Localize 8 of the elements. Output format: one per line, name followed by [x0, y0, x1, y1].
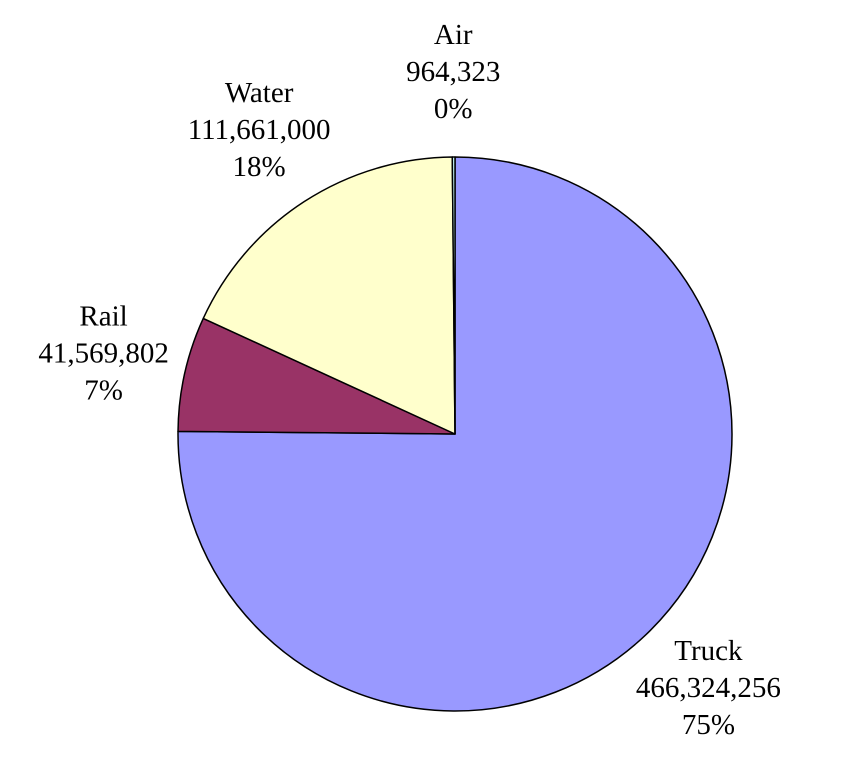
slice-label: Water [224, 76, 294, 108]
slice-label: Rail [79, 300, 128, 332]
data-label: 466,324,256 75% [636, 671, 781, 740]
data-label: 41,569,802 7% [38, 337, 169, 406]
data-label: 964,323 0% [406, 56, 500, 125]
slice-label: Truck [674, 634, 744, 666]
slice-label: Air [434, 18, 473, 51]
data-label: 111,661,000 18% [188, 113, 331, 182]
